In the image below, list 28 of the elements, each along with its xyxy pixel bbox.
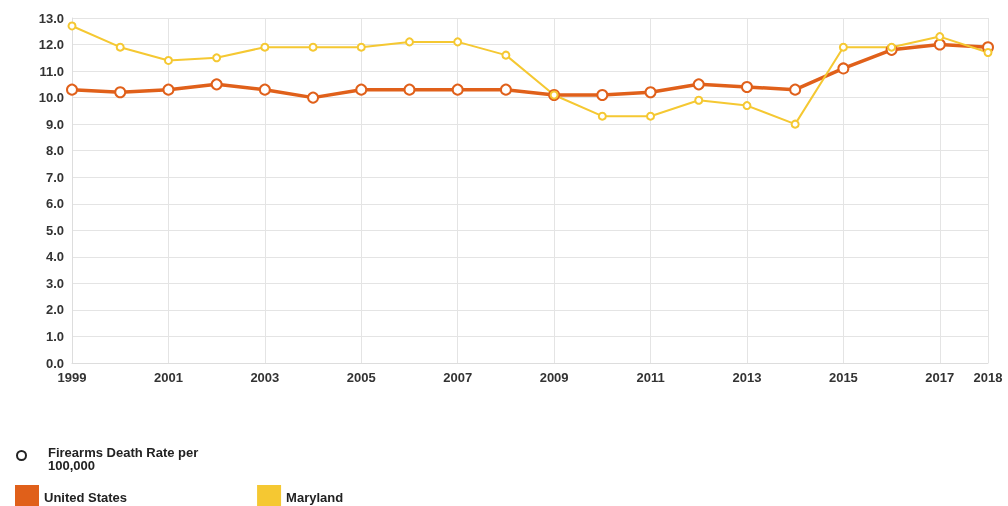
y-tick-label: 11.0 — [39, 63, 64, 79]
x-tick-label: 1999 — [57, 370, 87, 385]
x-tick-label: 2013 — [732, 370, 762, 385]
y-tick-label: 3.0 — [45, 275, 64, 291]
x-tick-label: 2017 — [925, 370, 955, 385]
legend-label: Maryland — [286, 489, 344, 505]
x-tick-label: 2003 — [250, 370, 280, 385]
x-tick-label: 2011 — [636, 370, 665, 385]
y-tick-label: 7.0 — [45, 169, 64, 185]
y-tick-label: 4.0 — [45, 249, 64, 265]
x-tick-label: 2015 — [828, 370, 858, 385]
legend-label: United States — [44, 489, 128, 505]
x-tick-label: 2007 — [443, 370, 473, 385]
y-tick-label: 6.0 — [45, 196, 64, 212]
y-tick-label: 2.0 — [45, 302, 64, 318]
x-tick-label: 2018 — [973, 370, 1003, 385]
legend-title: Firearms Death Rate per 100,000 — [48, 445, 200, 473]
y-tick-label: 12.0 — [38, 37, 64, 53]
y-tick-label: 13.0 — [38, 10, 64, 26]
y-tick-label: 5.0 — [45, 222, 64, 238]
y-tick-label: 9.0 — [45, 116, 64, 132]
x-tick-label: 2005 — [346, 370, 376, 385]
y-tick-label: 8.0 — [45, 143, 64, 159]
y-tick-label: 10.0 — [38, 90, 64, 106]
y-tick-label: 0.0 — [45, 355, 64, 371]
x-tick-label: 2001 — [153, 370, 183, 385]
x-tick-label: 2009 — [539, 370, 569, 385]
y-tick-label: 1.0 — [45, 328, 64, 344]
